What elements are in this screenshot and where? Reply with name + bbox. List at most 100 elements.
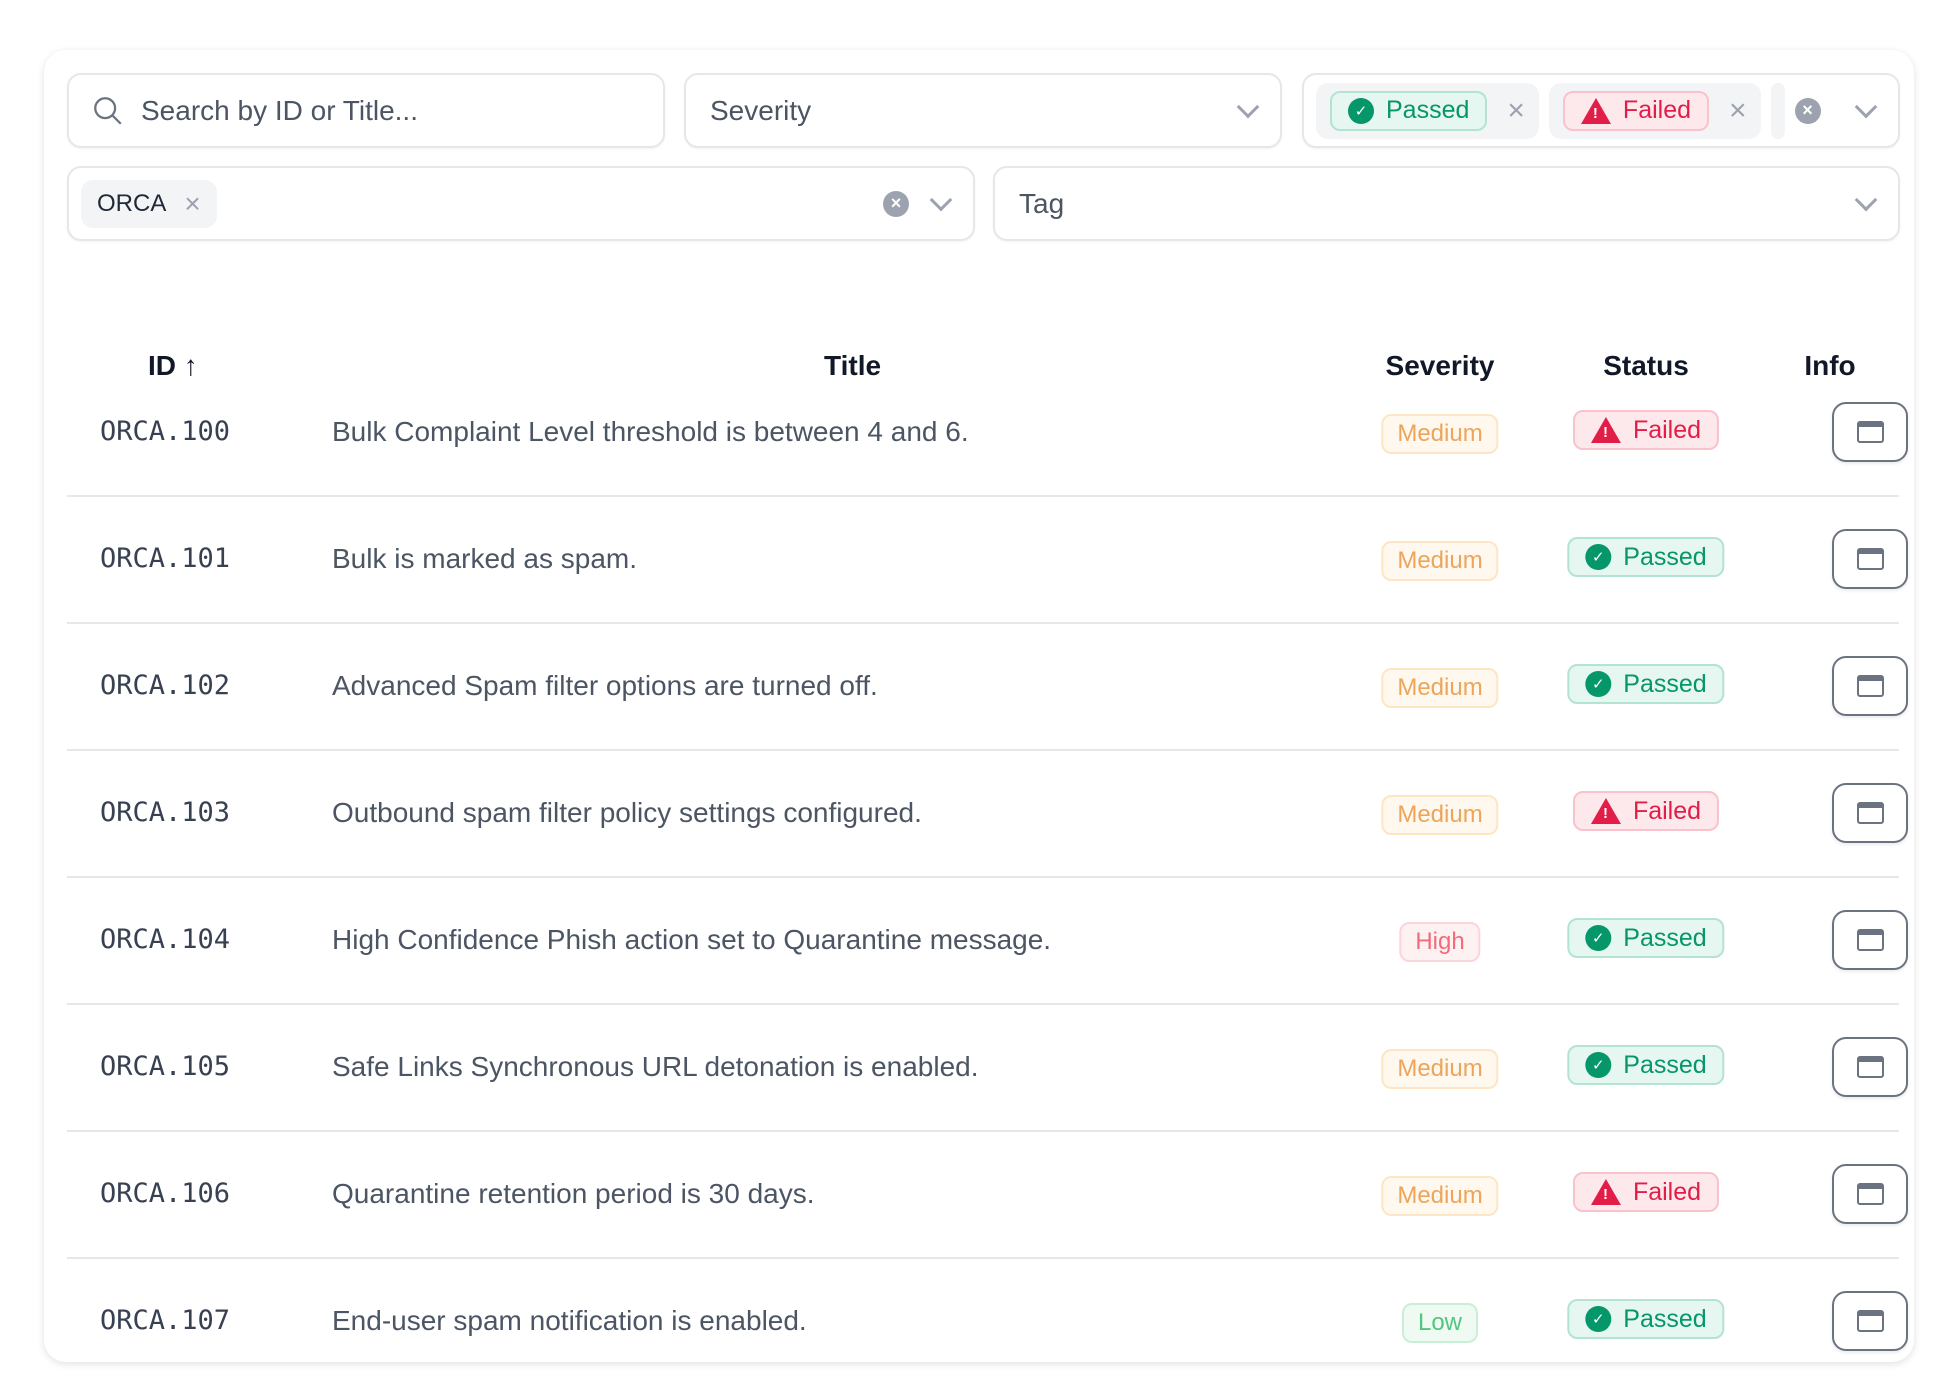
- status-tag-overflow: [1770, 82, 1785, 139]
- column-header-info: Info: [1804, 350, 1856, 381]
- framework-tag: ORCA ×: [81, 179, 217, 228]
- table-row: ORCA.105 Safe Links Synchronous URL deto…: [67, 1005, 1908, 1132]
- search-icon: [94, 96, 122, 125]
- severity-placeholder: Severity: [710, 94, 812, 126]
- check-circle-icon: ✓: [1585, 544, 1612, 570]
- clear-icon[interactable]: ×: [883, 190, 909, 217]
- row-id: ORCA.104: [100, 924, 231, 955]
- severity-badge: Medium: [1381, 1049, 1499, 1089]
- search-input[interactable]: Search by ID or Title...: [67, 73, 665, 148]
- row-title: Outbound spam filter policy settings con…: [332, 797, 922, 828]
- tag-placeholder: Tag: [1019, 187, 1065, 219]
- status-label: Failed: [1632, 796, 1702, 825]
- status-badge: ! Failed: [1572, 410, 1720, 450]
- status-label: Passed: [1623, 542, 1707, 571]
- status-label: Passed: [1623, 923, 1707, 952]
- table-row: ORCA.102 Advanced Spam filter options ar…: [67, 624, 1908, 751]
- severity-badge: Medium: [1381, 1176, 1499, 1216]
- window-icon: [1856, 421, 1884, 443]
- column-header-id[interactable]: ID ↑: [148, 350, 198, 382]
- check-circle-icon: ✓: [1585, 1052, 1612, 1078]
- row-id: ORCA.100: [100, 416, 231, 447]
- warning-icon: !: [1590, 798, 1621, 824]
- status-badge: ✓ Passed: [1567, 664, 1725, 704]
- info-button[interactable]: [1832, 656, 1908, 716]
- warning-icon: !: [1590, 1179, 1621, 1205]
- table-row: ORCA.100 Bulk Complaint Level threshold …: [67, 370, 1908, 497]
- row-title: Safe Links Synchronous URL detonation is…: [332, 1051, 979, 1082]
- window-icon: [1856, 929, 1884, 951]
- arrow-up-icon: ↑: [183, 350, 198, 381]
- row-title: High Confidence Phish action set to Quar…: [332, 924, 1052, 955]
- info-button[interactable]: [1832, 910, 1908, 970]
- status-badge: ✓ Passed: [1567, 1299, 1725, 1339]
- status-badge: ! Failed: [1572, 791, 1720, 831]
- info-button[interactable]: [1832, 1291, 1908, 1351]
- framework-select[interactable]: ORCA × ×: [67, 166, 975, 241]
- table-row: ORCA.101 Bulk is marked as spam. Medium …: [67, 497, 1908, 624]
- row-id: ORCA.106: [100, 1178, 231, 1209]
- status-select[interactable]: ✓ Passed × ! Failed × ×: [1302, 73, 1900, 148]
- status-label: Passed: [1623, 1304, 1707, 1333]
- window-icon: [1856, 1183, 1884, 1205]
- chevron-down-icon: [1854, 95, 1878, 118]
- status-tag-label: Failed: [1622, 96, 1692, 124]
- column-header-title[interactable]: Title: [824, 350, 882, 381]
- chevron-down-icon: [929, 188, 953, 211]
- table-row: ORCA.104 High Confidence Phish action se…: [67, 878, 1908, 1005]
- warning-icon: !: [1580, 97, 1611, 124]
- row-title: Quarantine retention period is 30 days.: [332, 1178, 815, 1209]
- window-icon: [1856, 1056, 1884, 1078]
- info-button[interactable]: [1832, 529, 1908, 589]
- info-button[interactable]: [1832, 783, 1908, 843]
- window-icon: [1856, 1310, 1884, 1332]
- chevron-down-icon: [1236, 95, 1260, 118]
- status-badge: ! Failed: [1572, 1172, 1720, 1212]
- framework-tag-label: ORCA: [97, 189, 167, 217]
- status-label: Passed: [1623, 1050, 1707, 1079]
- info-button[interactable]: [1832, 402, 1908, 462]
- window-icon: [1856, 548, 1884, 570]
- status-badge: ✓ Passed: [1567, 1045, 1725, 1085]
- clear-icon[interactable]: ×: [1794, 97, 1821, 124]
- row-title: Advanced Spam filter options are turned …: [332, 670, 878, 701]
- column-header-severity[interactable]: Severity: [1385, 350, 1495, 381]
- check-circle-icon: ✓: [1585, 1306, 1612, 1332]
- check-circle-icon: ✓: [1585, 925, 1612, 951]
- tag-select[interactable]: Tag: [993, 166, 1900, 241]
- remove-tag-icon[interactable]: ×: [1729, 93, 1747, 127]
- status-tag-failed: ! Failed ×: [1548, 82, 1761, 139]
- status-label: Failed: [1632, 1177, 1702, 1206]
- severity-badge: Medium: [1381, 668, 1499, 708]
- row-id: ORCA.107: [100, 1305, 231, 1336]
- header-label: ID: [148, 350, 176, 381]
- severity-badge: Medium: [1381, 795, 1499, 835]
- window-icon: [1856, 675, 1884, 697]
- row-title: Bulk is marked as spam.: [332, 543, 637, 574]
- warning-icon: !: [1590, 417, 1621, 443]
- remove-tag-icon[interactable]: ×: [184, 187, 201, 219]
- severity-select[interactable]: Severity: [684, 73, 1282, 148]
- status-tag-passed: ✓ Passed ×: [1316, 82, 1539, 139]
- column-header-status[interactable]: Status: [1603, 350, 1689, 381]
- search-placeholder: Search by ID or Title...: [141, 94, 418, 126]
- checks-card: Search by ID or Title... Severity ✓ Passe…: [44, 50, 1914, 1362]
- severity-badge: Medium: [1381, 414, 1499, 454]
- info-button[interactable]: [1832, 1037, 1908, 1097]
- check-circle-icon: ✓: [1348, 97, 1374, 124]
- status-badge: ✓ Passed: [1567, 918, 1725, 958]
- table-row: ORCA.106 Quarantine retention period is …: [67, 1132, 1908, 1259]
- status-label: Failed: [1632, 415, 1702, 444]
- status-tag-label: Passed: [1386, 96, 1470, 124]
- window-icon: [1856, 802, 1884, 824]
- severity-badge: Low: [1401, 1303, 1479, 1343]
- remove-tag-icon[interactable]: ×: [1507, 93, 1525, 127]
- table-row: ORCA.103 Outbound spam filter policy set…: [67, 751, 1908, 878]
- row-id: ORCA.103: [100, 797, 231, 828]
- row-title: Bulk Complaint Level threshold is betwee…: [332, 416, 969, 447]
- row-id: ORCA.101: [100, 543, 231, 574]
- chevron-down-icon: [1854, 188, 1878, 211]
- table-row: ORCA.107 End-user spam notification is e…: [67, 1259, 1908, 1362]
- row-title: End-user spam notification is enabled.: [332, 1305, 807, 1336]
- info-button[interactable]: [1832, 1164, 1908, 1224]
